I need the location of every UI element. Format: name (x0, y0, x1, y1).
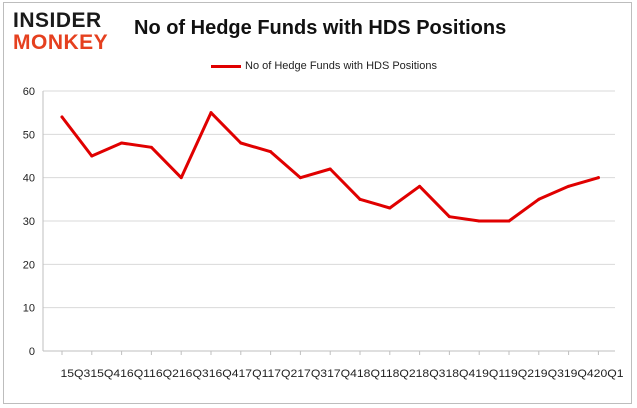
chart-title: No of Hedge Funds with HDS Positions (134, 17, 507, 39)
data-point (298, 176, 302, 180)
data-point (418, 184, 422, 188)
data-point (149, 145, 153, 149)
data-point (507, 219, 511, 223)
y-tick-label: 60 (23, 86, 35, 98)
data-point (388, 206, 392, 210)
data-point (477, 219, 481, 223)
data-point (447, 215, 451, 219)
y-tick-label: 0 (29, 346, 35, 358)
y-tick-label: 40 (23, 173, 35, 185)
data-point (239, 141, 243, 145)
data-point (120, 141, 124, 145)
data-point (90, 154, 94, 158)
data-point (328, 167, 332, 171)
y-tick-label: 10 (23, 303, 35, 315)
series-line (60, 111, 600, 223)
logo-line-2: MONKEY (13, 31, 109, 54)
logo-line-1: INSIDER (13, 9, 102, 32)
chart-frame: INSIDER MONKEY No of Hedge Funds with HD… (3, 2, 632, 404)
y-tick-label: 30 (23, 216, 35, 228)
data-point (596, 176, 600, 180)
data-point (179, 176, 183, 180)
x-tick-labels: 15Q315Q416Q116Q216Q316Q417Q117Q217Q317Q4… (61, 368, 624, 380)
data-point (60, 115, 64, 119)
data-point (567, 184, 571, 188)
legend-label: No of Hedge Funds with HDS Positions (245, 60, 437, 72)
data-point (358, 197, 362, 201)
legend-swatch (211, 64, 241, 68)
chart-legend: No of Hedge Funds with HDS Positions (211, 60, 437, 72)
data-point (209, 111, 213, 115)
y-tick-label: 50 (23, 129, 35, 141)
y-tick-label: 20 (23, 259, 35, 271)
insider-monkey-logo: INSIDER MONKEY (13, 10, 123, 53)
data-point (537, 197, 541, 201)
data-point (269, 150, 273, 154)
